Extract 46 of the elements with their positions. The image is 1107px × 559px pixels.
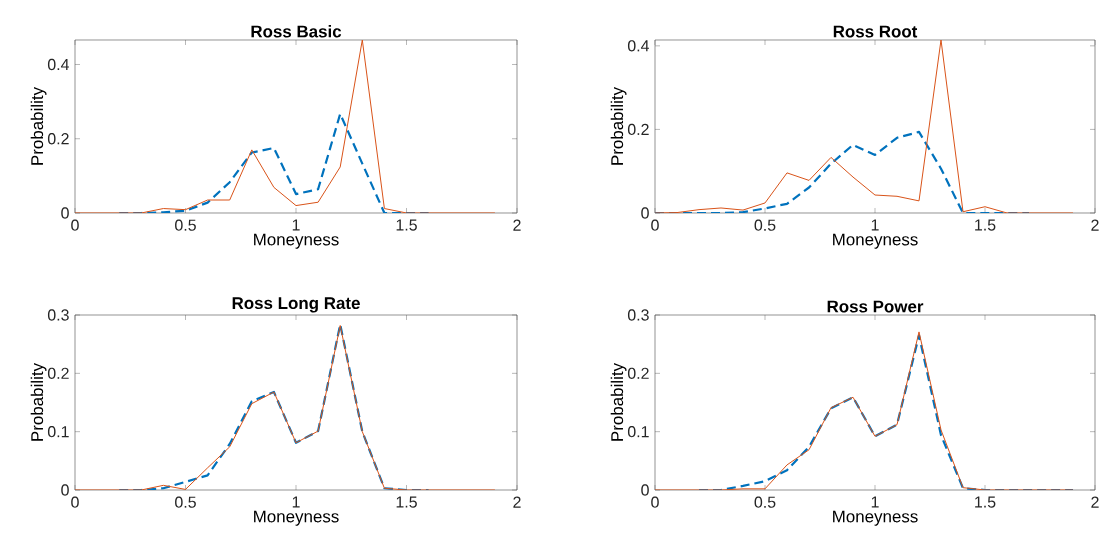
x-axis-title: Moneyness [254,510,339,526]
y-axis-title: Probability [610,363,627,441]
y-tick-label: 0.3 [47,309,69,321]
x-tick-label: 2 [513,496,521,508]
y-tick-label: 0 [641,484,649,496]
x-tick-label: 2 [1091,496,1099,508]
x-tick-label: 1 [292,219,300,231]
x-tick-label: 0.5 [175,496,196,508]
x-axis-title: Moneyness [254,233,339,249]
x-tick-label: 1 [871,219,879,231]
y-tick-label: 0.2 [627,123,649,136]
y-tick-label: 0.1 [47,426,69,438]
x-tick-label: 0 [651,219,659,231]
y-tick-label: 0.3 [627,309,649,321]
y-tick-label: 0.2 [47,133,69,145]
y-tick-label: 0.2 [47,367,69,379]
y-axis-title: Probability [30,87,47,165]
x-axis-title: Moneyness [833,233,918,249]
chart-title: Ross Power [827,300,924,313]
x-tick-label: 0.5 [754,496,776,508]
chart-title: Ross Root [833,25,918,38]
y-tick-label: 0 [61,484,69,496]
x-tick-label: 0.5 [175,219,196,231]
x-tick-label: 1.5 [975,496,996,508]
x-tick-label: 1 [292,496,300,508]
x-tick-label: 1.5 [396,219,417,231]
x-tick-label: 1.5 [396,496,417,508]
x-tick-label: 1 [871,496,879,508]
x-tick-label: 0 [71,219,79,231]
chart-title: Ross Basic [251,25,342,38]
x-tick-label: 0 [71,496,79,508]
x-tick-label: 1.5 [975,219,996,231]
y-axis-title: Probability [30,363,47,441]
y-tick-label: 0 [641,207,649,219]
y-tick-label: 0.4 [47,58,70,71]
y-tick-label: 0 [61,207,69,219]
y-tick-label: 0.1 [627,426,649,438]
x-tick-label: 2 [1091,219,1099,231]
x-tick-label: 2 [513,219,521,231]
x-axis-title: Moneyness [833,510,918,526]
chart-title: Ross Long Rate [232,297,360,313]
x-tick-label: 0.5 [754,219,776,231]
y-tick-label: 0.4 [627,40,650,52]
y-axis-title: Probability [610,87,627,165]
x-tick-label: 0 [651,496,659,508]
y-tick-label: 0.2 [627,367,649,379]
